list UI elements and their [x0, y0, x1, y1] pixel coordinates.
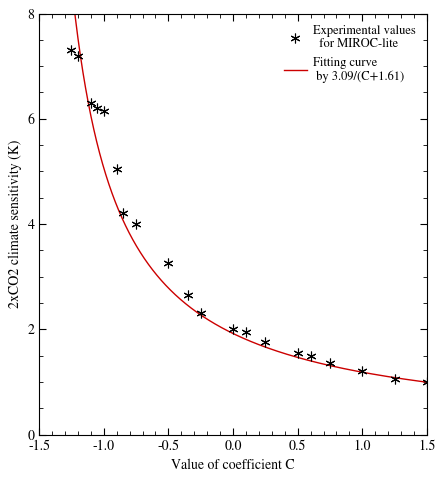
Y-axis label: 2xCO2 climate sensitivity (K): 2xCO2 climate sensitivity (K)	[8, 140, 22, 308]
Legend: Experimental values
  for MIROC-lite, Fitting curve
 by 3.09/(C+1.61): Experimental values for MIROC-lite, Fitt…	[279, 20, 421, 88]
X-axis label: Value of coefficient C: Value of coefficient C	[171, 458, 295, 472]
